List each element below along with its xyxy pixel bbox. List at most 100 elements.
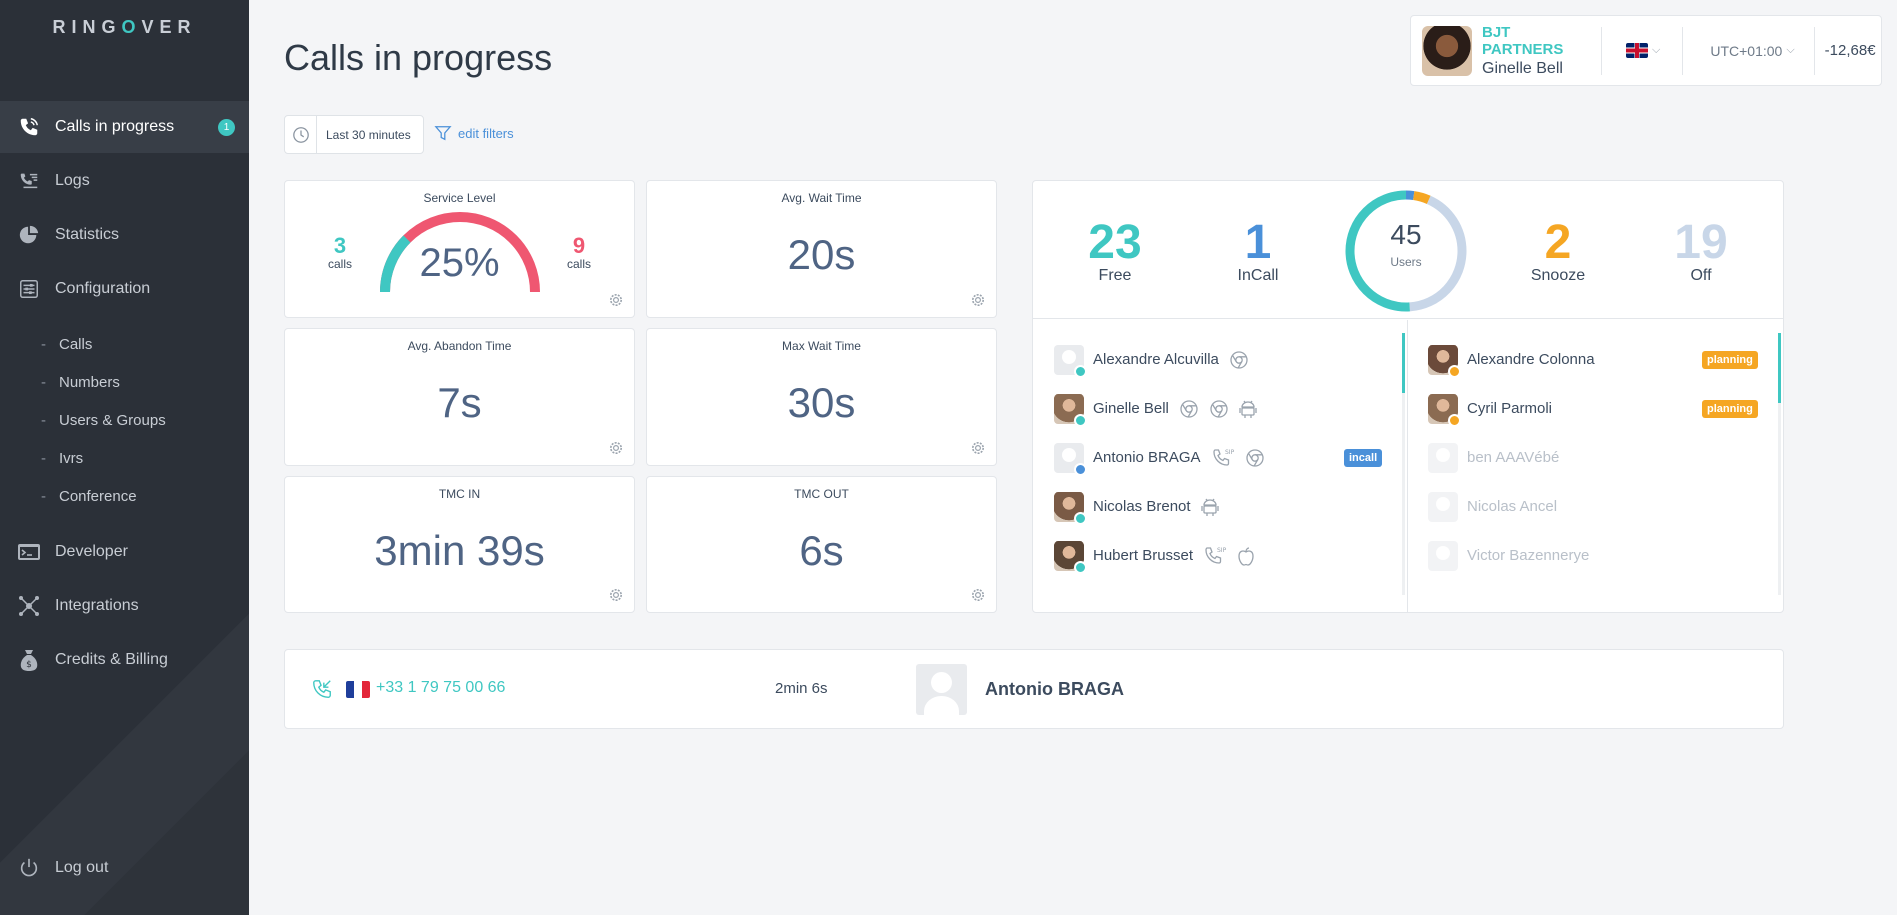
clock-icon	[285, 116, 317, 153]
status-dot	[1074, 560, 1087, 574]
sidebar-item-label: Calls in progress	[55, 118, 175, 135]
gear-icon[interactable]	[608, 587, 624, 603]
user-row[interactable]: Alexandre Alcuvilla	[1054, 335, 1249, 384]
user-avatar	[1428, 491, 1458, 522]
user-avatar	[1054, 491, 1087, 525]
user-row[interactable]: ben AAAVébé	[1428, 433, 1559, 482]
user-row[interactable]: Ginelle Bell	[1054, 384, 1257, 433]
service-level-value: 25%	[419, 241, 500, 285]
user-name: Alexandre Alcuvilla	[1093, 351, 1219, 368]
sidebar-item-calls-in-progress[interactable]: Calls in progress 1	[0, 101, 249, 153]
user-row[interactable]: Nicolas Brenot	[1054, 482, 1219, 531]
android-icon	[1200, 497, 1219, 517]
sidebar-item-developer[interactable]: Developer	[0, 526, 249, 578]
svg-text:$: $	[26, 660, 32, 670]
user-avatar[interactable]	[1422, 25, 1472, 76]
agent-avatar	[916, 664, 967, 715]
chrome-icon	[1209, 399, 1229, 419]
apple-icon	[1237, 546, 1255, 566]
chevron-down-icon[interactable]: ⌵	[1652, 44, 1661, 56]
logout-button[interactable]: Log out	[0, 842, 249, 894]
android-icon	[1239, 399, 1257, 419]
edit-filters-link[interactable]: edit filters	[434, 124, 514, 142]
user-row[interactable]: Alexandre Colonna	[1428, 335, 1595, 384]
gear-icon[interactable]	[608, 292, 624, 308]
users-panel: 23 Free 1 InCall 45 Users 2 Snooze 19 Of…	[1032, 180, 1784, 613]
free-count: 23	[1088, 216, 1142, 269]
gear-icon[interactable]	[608, 440, 624, 456]
user-row[interactable]: Nicolas Ancel	[1428, 482, 1557, 531]
off-users-stat[interactable]: 19 Off	[1646, 219, 1756, 285]
user-name: Nicolas Ancel	[1467, 498, 1558, 515]
page-title: Calls in progress	[284, 37, 553, 78]
user-row[interactable]: Antonio BRAGA SIP	[1054, 433, 1265, 482]
user-row[interactable]: Victor Bazennerye	[1428, 531, 1589, 580]
time-range-label: Last 30 minutes	[326, 127, 411, 142]
total-users-label: Users	[1390, 255, 1422, 269]
snooze-count: 2	[1544, 216, 1572, 269]
user-devices: SIP	[1211, 447, 1265, 469]
chrome-icon	[1179, 399, 1199, 419]
snooze-users-stat[interactable]: 2 Snooze	[1503, 219, 1613, 285]
free-label: Free	[1098, 267, 1132, 284]
chevron-down-icon[interactable]: ⌵	[1786, 44, 1795, 56]
service-level-left-stat: 3 calls	[325, 233, 355, 271]
uk-flag-icon[interactable]	[1626, 43, 1648, 58]
user-name: ben AAAVébé	[1467, 449, 1560, 466]
sidebar-item-statistics[interactable]: Statistics	[0, 209, 249, 261]
card-value: 20s	[787, 231, 856, 278]
sidebar-item-integrations[interactable]: Integrations	[0, 580, 249, 632]
time-range-filter[interactable]: Last 30 minutes	[284, 115, 424, 154]
caller-number[interactable]: +33 1 79 75 00 66	[376, 679, 506, 696]
sidebar-subitem-conference[interactable]: - Conference	[0, 481, 249, 511]
sidebar-subitem-label: Calls	[59, 335, 93, 353]
incall-users-stat[interactable]: 1 InCall	[1203, 219, 1313, 285]
sidebar-subitem-ivrs[interactable]: - Ivrs	[0, 443, 249, 473]
user-name: Victor Bazennerye	[1467, 547, 1590, 564]
gear-icon[interactable]	[970, 292, 986, 308]
sidebar-item-label: Developer	[55, 543, 128, 560]
sidebar-subitem-users-groups[interactable]: - Users & Groups	[0, 405, 249, 435]
user-row[interactable]: Hubert Brusset SIP	[1054, 531, 1255, 580]
user-row[interactable]: Cyril Parmoli	[1428, 384, 1552, 433]
service-level-card: Service Level 3 calls 9 calls 25%	[284, 180, 635, 318]
status-dot	[1448, 413, 1461, 427]
calls-label: calls	[327, 257, 352, 271]
missed-calls-count: 9	[572, 233, 586, 258]
chrome-icon	[1245, 448, 1265, 468]
user-name: Antonio BRAGA	[1093, 449, 1201, 466]
terminal-icon	[14, 540, 44, 564]
sidebar-subitem-numbers[interactable]: - Numbers	[0, 367, 249, 397]
active-call-row[interactable]: +33 1 79 75 00 66 2min 6s Antonio BRAGA	[284, 649, 1784, 729]
gauge-fill	[380, 235, 411, 293]
left-scrollbar[interactable]	[1402, 333, 1405, 595]
timezone-selector[interactable]: UTC+01:00	[1710, 42, 1783, 59]
avg-abandon-time-card: Avg. Abandon Time 7s	[284, 328, 635, 466]
ringover-logo[interactable]: RINGOVER	[52, 17, 197, 37]
total-users-count: 45	[1390, 219, 1422, 250]
sidebar-item-credits-billing[interactable]: $ Credits & Billing	[0, 634, 249, 686]
agent-name[interactable]: Antonio BRAGA	[985, 679, 1124, 699]
gear-icon[interactable]	[970, 440, 986, 456]
off-count: 19	[1674, 216, 1728, 269]
free-users-stat[interactable]: 23 Free	[1060, 219, 1170, 285]
user-name: Nicolas Brenot	[1093, 498, 1191, 515]
dash: -	[41, 449, 46, 467]
pie-chart-icon	[14, 223, 44, 247]
sidebar-subitem-calls[interactable]: - Calls	[0, 329, 249, 359]
status-dot	[1074, 462, 1087, 476]
svg-text:SIP: SIP	[1217, 547, 1227, 554]
scroll-thumb[interactable]	[1402, 333, 1405, 393]
dash: -	[41, 335, 46, 353]
account-info[interactable]: BJT PARTNERS Ginelle Bell	[1482, 24, 1592, 78]
right-scrollbar[interactable]	[1778, 333, 1781, 595]
sidebar-item-logs[interactable]: Logs	[0, 155, 249, 207]
tmc-in-card: TMC IN 3min 39s	[284, 476, 635, 613]
sidebar-item-configuration[interactable]: Configuration	[0, 263, 249, 315]
gear-icon[interactable]	[970, 587, 986, 603]
scroll-thumb[interactable]	[1778, 333, 1781, 403]
money-bag-icon: $	[14, 648, 44, 672]
user-devices: SIP	[1203, 545, 1255, 567]
user-name: Alexandre Colonna	[1467, 351, 1595, 368]
incoming-call-icon	[313, 680, 331, 698]
